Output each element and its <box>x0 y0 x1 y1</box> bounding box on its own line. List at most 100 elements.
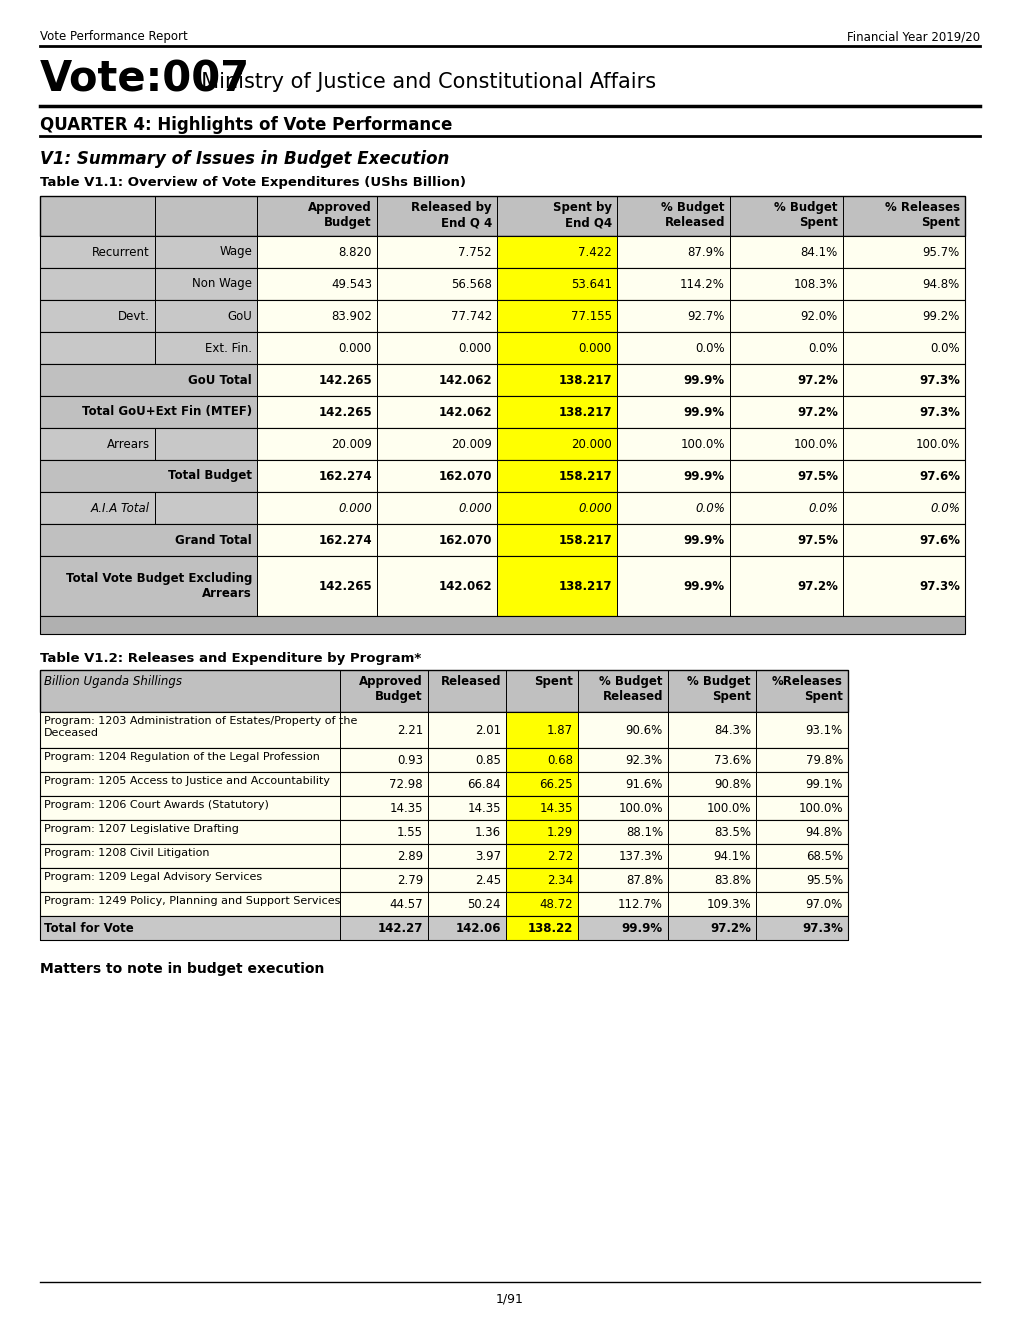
Text: 142.265: 142.265 <box>318 405 372 418</box>
Text: 83.8%: 83.8% <box>713 874 750 887</box>
Bar <box>40 195 964 236</box>
Bar <box>257 195 377 236</box>
Bar <box>496 236 616 268</box>
Bar <box>667 892 755 916</box>
Bar <box>755 671 847 711</box>
Bar <box>40 843 847 869</box>
Text: 14.35: 14.35 <box>467 801 500 814</box>
Text: 2.34: 2.34 <box>546 874 573 887</box>
Bar <box>40 556 964 616</box>
Bar <box>842 524 964 556</box>
Bar <box>40 820 339 843</box>
Bar <box>842 492 964 524</box>
Text: 0.000: 0.000 <box>338 502 372 515</box>
Text: 66.84: 66.84 <box>467 777 500 791</box>
Bar <box>257 364 377 396</box>
Text: 92.7%: 92.7% <box>687 309 725 322</box>
Bar <box>40 524 257 556</box>
Text: 99.9%: 99.9% <box>683 470 725 483</box>
Text: 88.1%: 88.1% <box>626 825 662 838</box>
Text: 92.3%: 92.3% <box>625 754 662 767</box>
Text: 0.0%: 0.0% <box>807 502 838 515</box>
Bar <box>616 333 730 364</box>
Text: 1.87: 1.87 <box>546 723 573 737</box>
Text: 53.641: 53.641 <box>571 277 611 290</box>
Text: Table V1.1: Overview of Vote Expenditures (UShs Billion): Table V1.1: Overview of Vote Expenditure… <box>40 176 466 189</box>
Text: 142.265: 142.265 <box>318 579 372 593</box>
Bar <box>40 428 155 459</box>
Text: 158.217: 158.217 <box>557 533 611 546</box>
Text: 1.29: 1.29 <box>546 825 573 838</box>
Text: 99.2%: 99.2% <box>922 309 959 322</box>
Text: 97.5%: 97.5% <box>796 533 838 546</box>
Text: % Budget
Released: % Budget Released <box>661 201 725 228</box>
Bar <box>40 796 339 820</box>
Text: %Releases
Spent: %Releases Spent <box>771 675 842 704</box>
Bar <box>616 524 730 556</box>
Bar <box>496 195 616 236</box>
Bar <box>40 492 964 524</box>
Bar <box>339 916 428 940</box>
Bar <box>730 333 842 364</box>
Bar <box>40 333 964 364</box>
Bar <box>40 892 339 916</box>
Text: 0.000: 0.000 <box>458 502 491 515</box>
Bar <box>339 711 428 748</box>
Text: 77.742: 77.742 <box>450 309 491 322</box>
Text: 100.0%: 100.0% <box>706 801 750 814</box>
Text: 49.543: 49.543 <box>331 277 372 290</box>
Text: 0.000: 0.000 <box>578 502 611 515</box>
Bar <box>578 820 667 843</box>
Text: Ext. Fin.: Ext. Fin. <box>205 342 252 355</box>
Bar <box>505 916 578 940</box>
Bar <box>842 364 964 396</box>
Bar <box>755 843 847 869</box>
Bar <box>616 556 730 616</box>
Text: Total Vote Budget Excluding
Arrears: Total Vote Budget Excluding Arrears <box>65 572 252 601</box>
Bar <box>496 556 616 616</box>
Bar <box>667 772 755 796</box>
Text: 97.5%: 97.5% <box>796 470 838 483</box>
Bar <box>755 711 847 748</box>
Bar <box>40 711 847 748</box>
Bar <box>40 556 257 616</box>
Bar <box>40 300 155 333</box>
Text: 0.0%: 0.0% <box>929 502 959 515</box>
Bar <box>377 195 496 236</box>
Text: 84.1%: 84.1% <box>800 246 838 259</box>
Bar <box>377 236 496 268</box>
Text: Program: 1209 Legal Advisory Services: Program: 1209 Legal Advisory Services <box>44 873 262 882</box>
Bar <box>730 459 842 492</box>
Bar <box>40 916 339 940</box>
Text: 97.6%: 97.6% <box>918 533 959 546</box>
Bar <box>40 671 847 711</box>
Text: 0.93: 0.93 <box>396 754 423 767</box>
Bar <box>257 524 377 556</box>
Bar <box>40 892 847 916</box>
Text: 14.35: 14.35 <box>539 801 573 814</box>
Text: 91.6%: 91.6% <box>625 777 662 791</box>
Bar <box>505 892 578 916</box>
Bar <box>578 892 667 916</box>
Text: 138.217: 138.217 <box>558 579 611 593</box>
Bar <box>339 820 428 843</box>
Bar <box>377 459 496 492</box>
Text: 83.902: 83.902 <box>331 309 372 322</box>
Text: 20.000: 20.000 <box>571 437 611 450</box>
Bar <box>40 711 339 748</box>
Bar <box>257 492 377 524</box>
Text: 0.000: 0.000 <box>459 342 491 355</box>
Text: Spent by
End Q4: Spent by End Q4 <box>552 201 611 228</box>
Text: 2.89: 2.89 <box>396 850 423 862</box>
Bar <box>40 671 339 711</box>
Bar <box>730 428 842 459</box>
Text: Grand Total: Grand Total <box>175 533 252 546</box>
Bar <box>842 396 964 428</box>
Text: V1: Summary of Issues in Budget Execution: V1: Summary of Issues in Budget Executio… <box>40 150 449 168</box>
Bar <box>40 459 257 492</box>
Bar <box>842 236 964 268</box>
Bar <box>616 492 730 524</box>
Bar <box>730 300 842 333</box>
Bar <box>257 333 377 364</box>
Bar <box>842 333 964 364</box>
